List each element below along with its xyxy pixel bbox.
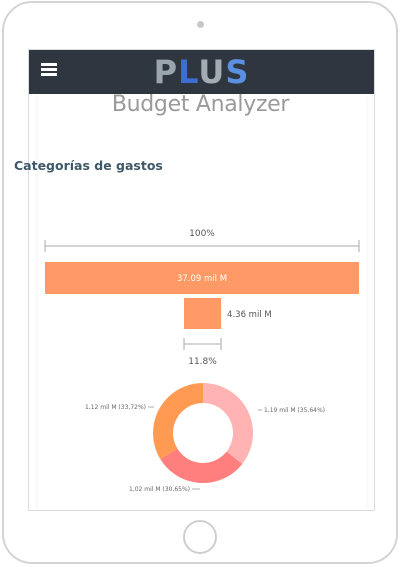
bar-total-value-label: 37.09 mil M — [177, 274, 227, 284]
bar-category-value-label: 4.36 mil M — [227, 310, 272, 320]
share-percent-label: 11.8% — [188, 357, 217, 367]
total-percent-label: 100% — [189, 229, 215, 239]
bar-category[interactable] — [184, 298, 222, 329]
total-bracket — [44, 240, 360, 252]
app-screen: PLUS — [28, 49, 375, 511]
camera-dot — [197, 21, 204, 28]
logo-letter: U — [198, 53, 226, 91]
logo-letter: S — [225, 53, 250, 91]
logo-letter: L — [178, 53, 199, 91]
bar-total[interactable] — [45, 262, 359, 294]
donut-label-3: 1,12 mil M (33,72%) — [85, 404, 146, 411]
page-title: Budget Analyzer — [111, 92, 290, 117]
donut-label-1: 1,19 mil M (35,64%) — [264, 407, 325, 414]
donut-slice-1[interactable] — [203, 383, 253, 464]
donut-label-2: 1,02 mil M (30,65%) — [129, 486, 190, 493]
hamburger-menu-icon[interactable] — [41, 63, 57, 77]
app-header: PLUS — [29, 50, 374, 94]
donut-chart — [152, 383, 253, 484]
share-bracket — [183, 338, 222, 350]
section-title: Categorías de gastos — [14, 158, 163, 173]
donut-slice-2[interactable] — [160, 448, 243, 484]
home-button[interactable] — [183, 520, 217, 554]
logo-letter: P — [153, 53, 179, 91]
logo: PLUS — [29, 53, 374, 91]
donut-slice-3[interactable] — [152, 383, 203, 460]
